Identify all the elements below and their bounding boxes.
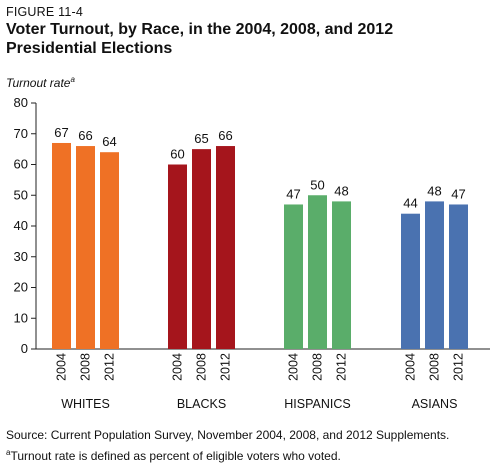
chart-title: Voter Turnout, by Race, in the 2004, 200… [6,21,394,57]
x-tick-label: 2012 [219,353,233,381]
y-axis-label-text: Turnout rate [6,76,71,90]
y-tick-label: 50 [14,187,28,202]
y-tick-label: 80 [14,95,28,110]
footnote: aTurnout rate is defined as percent of e… [6,444,449,465]
bar [308,195,327,349]
bar [332,201,351,349]
category-label: ASIANS [412,397,458,411]
bar [52,142,71,349]
category-label: HISPANICS [284,397,350,411]
bar [168,164,187,349]
x-tick-label: 2012 [335,353,349,381]
bar-group-asians: 44 2004 48 2008 47 2012 ASIANS [401,183,468,411]
data-label: 48 [334,183,348,198]
bar-group-blacks: 60 2004 65 2008 66 2012 BLACKS [168,128,235,411]
y-tick-label: 0 [21,341,28,356]
y-axis-label: Turnout ratea [6,75,75,90]
bar-group-hispanics: 47 2004 50 2008 48 2012 HISPANICS [284,177,351,411]
data-label: 48 [427,183,441,198]
source-note: Source: Current Population Survey, Novem… [6,428,450,442]
bar-chart: 0 10 20 30 40 50 60 70 80 67 2004 66 2008 64 2012 WHITE… [14,95,490,411]
bar [192,149,211,349]
data-label: 60 [170,147,184,162]
x-tick-label: 2008 [79,353,93,381]
x-tick-label: 2008 [311,353,325,381]
bar [216,146,235,349]
footnote-text: Turnout rate is defined as percent of el… [10,449,341,463]
x-tick-label: 2004 [287,353,301,381]
category-label: BLACKS [177,397,226,411]
chart-footer: Source: Current Population Survey, Novem… [6,427,449,465]
data-label: 66 [78,128,92,143]
y-tick-label: 30 [14,249,28,264]
bar [425,201,444,349]
data-label: 47 [286,186,300,201]
x-tick-label: 2004 [55,353,69,381]
data-label: 66 [218,128,232,143]
y-tick-label: 70 [14,126,28,141]
bar [76,146,95,349]
bar [284,204,303,349]
bar [449,204,468,349]
footnote-marker: a [6,448,11,457]
y-axis: 0 10 20 30 40 50 60 70 80 [14,95,490,356]
bar [401,213,420,349]
data-label: 64 [102,134,116,149]
x-tick-label: 2012 [103,353,117,381]
x-tick-label: 2008 [428,353,442,381]
data-label: 47 [451,186,465,201]
y-tick-label: 60 [14,157,28,172]
x-tick-label: 2012 [452,353,466,381]
figure-label: FIGURE 11-4 [6,5,83,19]
data-label: 67 [54,125,68,140]
x-tick-label: 2004 [171,353,185,381]
bar-group-whites: 67 2004 66 2008 64 2012 WHITES [52,125,119,411]
data-label: 44 [403,196,417,211]
data-label: 50 [310,177,324,192]
category-label: WHITES [61,397,110,411]
x-tick-label: 2004 [404,353,418,381]
y-tick-label: 40 [14,218,28,233]
y-axis-label-note-marker: a [70,75,75,84]
x-tick-label: 2008 [195,353,209,381]
data-label: 65 [194,131,208,146]
y-tick-label: 20 [14,280,28,295]
y-tick-label: 10 [14,310,28,325]
bar [100,152,119,349]
